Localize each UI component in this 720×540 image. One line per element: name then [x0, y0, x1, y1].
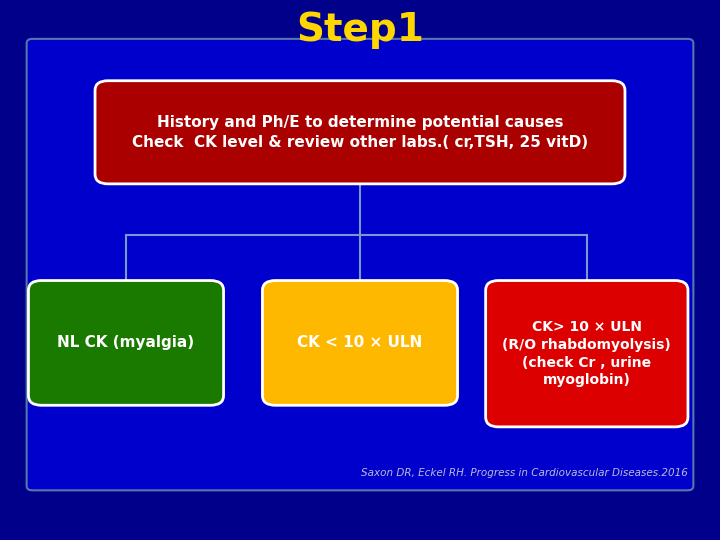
- Text: History and Ph/E to determine potential causes
Check  CK level & review other la: History and Ph/E to determine potential …: [132, 115, 588, 150]
- Text: NL CK (myalgia): NL CK (myalgia): [58, 335, 194, 350]
- FancyBboxPatch shape: [485, 281, 688, 427]
- Text: Saxon DR, Eckel RH. Progress in Cardiovascular Diseases.2016: Saxon DR, Eckel RH. Progress in Cardiova…: [361, 468, 688, 478]
- FancyBboxPatch shape: [262, 281, 458, 405]
- Text: CK> 10 × ULN
(R/O rhabdomyolysis)
(check Cr , urine
myoglobin): CK> 10 × ULN (R/O rhabdomyolysis) (check…: [503, 320, 671, 388]
- FancyBboxPatch shape: [95, 80, 625, 184]
- FancyBboxPatch shape: [28, 281, 223, 405]
- FancyBboxPatch shape: [27, 39, 693, 490]
- Text: Step1: Step1: [296, 11, 424, 49]
- Text: CK < 10 × ULN: CK < 10 × ULN: [297, 335, 423, 350]
